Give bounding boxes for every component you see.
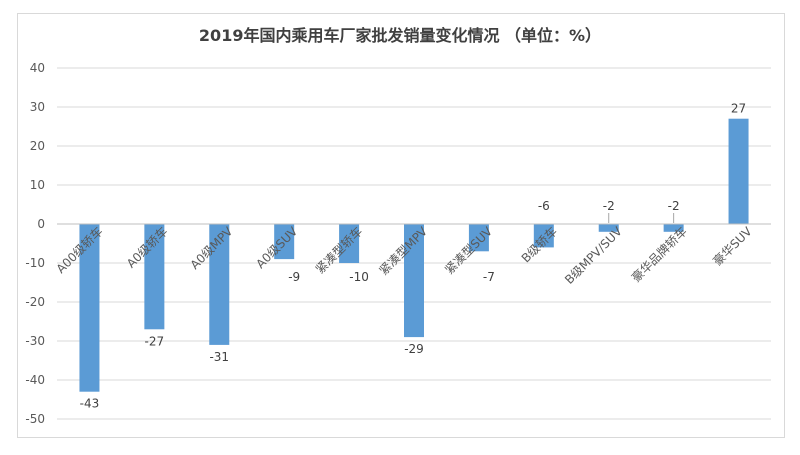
- category-label: 豪华品牌轿车: [628, 224, 690, 286]
- data-label: 27: [731, 102, 746, 116]
- y-tick-label: 20: [30, 139, 45, 153]
- bar: [144, 224, 165, 330]
- data-label: -9: [288, 270, 300, 284]
- data-label: -6: [538, 199, 550, 213]
- data-label: -31: [209, 350, 229, 364]
- y-tick-label: 40: [30, 61, 45, 75]
- data-label: -10: [349, 270, 369, 284]
- bar: [404, 224, 424, 338]
- bar: [468, 224, 489, 252]
- chart-title: 2019年国内乘用车厂家批发销量变化情况 （单位：%）: [198, 26, 602, 45]
- data-label: -43: [80, 397, 100, 411]
- y-tick-label: 30: [30, 100, 45, 114]
- y-tick-label: -10: [25, 256, 45, 270]
- bar: [209, 224, 230, 345]
- data-label: -29: [404, 342, 424, 356]
- bar: [663, 224, 684, 232]
- bar: [728, 118, 749, 224]
- data-label: -2: [603, 199, 615, 213]
- category-label: B级MPV/SUV: [562, 224, 625, 287]
- bar: [598, 224, 619, 232]
- bar: [79, 224, 100, 392]
- y-tick-label: -40: [25, 373, 45, 387]
- y-tick-label: 0: [37, 217, 45, 231]
- category-label: 豪华SUV: [710, 223, 756, 269]
- data-label: -2: [668, 199, 680, 213]
- bar: [274, 224, 295, 260]
- data-label: -7: [483, 270, 495, 284]
- y-tick-label: 10: [30, 178, 45, 192]
- y-tick-label: -20: [25, 295, 45, 309]
- data-label: -27: [145, 334, 165, 348]
- y-tick-label: -30: [25, 334, 45, 348]
- y-tick-label: -50: [25, 412, 45, 426]
- bar: [339, 224, 360, 263]
- bar: [533, 224, 554, 248]
